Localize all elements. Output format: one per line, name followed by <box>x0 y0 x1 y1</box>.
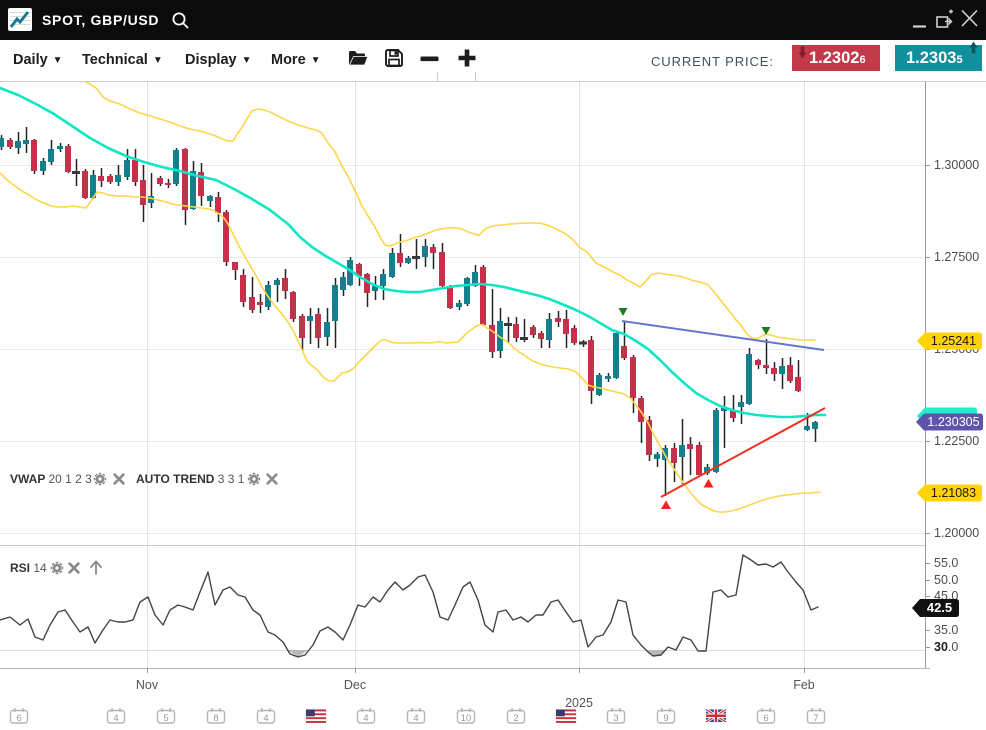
svg-text:35.0: 35.0 <box>934 623 958 637</box>
svg-text:7: 7 <box>813 713 818 724</box>
svg-text:VWAP 20 1 2 3: VWAP 20 1 2 3 <box>10 472 92 486</box>
svg-text:1.21083: 1.21083 <box>931 486 976 500</box>
svg-text:1.22500: 1.22500 <box>934 434 979 448</box>
svg-text:1.25241: 1.25241 <box>931 334 976 348</box>
svg-text:4: 4 <box>413 713 418 724</box>
svg-text:30.0: 30.0 <box>934 640 958 654</box>
svg-text:42.5: 42.5 <box>927 600 952 615</box>
svg-text:1.230305: 1.230305 <box>927 415 979 429</box>
svg-text:Feb: Feb <box>793 678 815 692</box>
svg-text:3: 3 <box>613 713 618 724</box>
svg-text:6: 6 <box>763 713 768 724</box>
svg-text:Nov: Nov <box>136 678 159 692</box>
svg-text:8: 8 <box>213 713 218 724</box>
svg-text:2: 2 <box>513 713 518 724</box>
svg-text:Dec: Dec <box>344 678 366 692</box>
svg-text:55.0: 55.0 <box>934 556 958 570</box>
svg-text:4: 4 <box>113 713 118 724</box>
svg-text:2025: 2025 <box>565 696 593 710</box>
svg-text:9: 9 <box>663 713 668 724</box>
svg-text:RSI 14: RSI 14 <box>10 561 47 575</box>
svg-text:50.0: 50.0 <box>934 573 958 587</box>
svg-text:10: 10 <box>461 713 472 724</box>
svg-text:1.20000: 1.20000 <box>934 526 979 540</box>
svg-text:4: 4 <box>363 713 368 724</box>
svg-text:1.27500: 1.27500 <box>934 250 979 264</box>
svg-text:4: 4 <box>263 713 268 724</box>
svg-text:1.30000: 1.30000 <box>934 158 979 172</box>
svg-text:6: 6 <box>16 713 21 724</box>
svg-text:5: 5 <box>163 713 168 724</box>
svg-text:AUTO TREND 3 3 1: AUTO TREND 3 3 1 <box>136 472 245 486</box>
